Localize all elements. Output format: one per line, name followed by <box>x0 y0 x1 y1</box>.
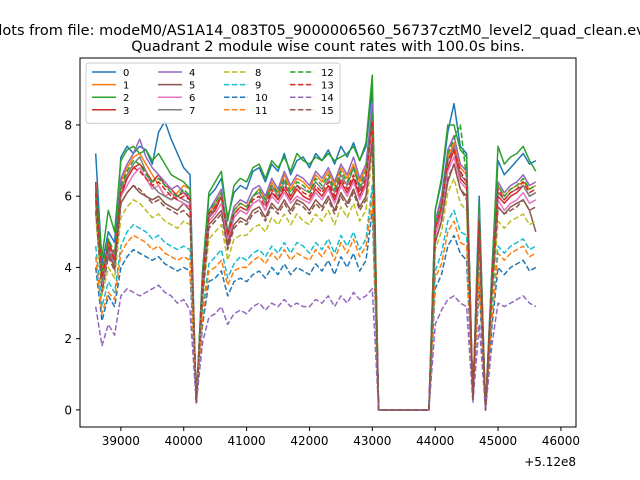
legend-label-10: 10 <box>255 93 268 104</box>
legend-label-7: 7 <box>189 106 195 117</box>
legend-label-13: 13 <box>321 81 334 92</box>
legend-label-11: 11 <box>255 106 268 117</box>
x-tick-label: 39000 <box>102 434 140 448</box>
series-line-13 <box>94 120 537 411</box>
plot-area <box>79 57 577 428</box>
x-tick-label: 46000 <box>542 434 580 448</box>
chart-title: Quadrant 2 module wise count rates with … <box>131 39 525 55</box>
series-line-8 <box>94 152 537 411</box>
series-line-2 <box>94 74 537 411</box>
x-axis: 39000 40000 41000 42000 43000 44000 45000 46000 <box>102 427 580 448</box>
series-line-11 <box>94 195 537 411</box>
legend-label-15: 15 <box>321 106 334 117</box>
series-line-10 <box>94 209 537 411</box>
x-tick-label: 45000 <box>479 434 517 448</box>
y-tick-label: 2 <box>64 332 72 346</box>
y-tick-label: 4 <box>64 261 72 275</box>
x-tick-label: 43000 <box>353 434 391 448</box>
legend-box <box>85 62 341 124</box>
legend-label-3: 3 <box>123 106 129 117</box>
series-line-7 <box>94 117 537 411</box>
y-axis: 0 2 4 6 8 <box>64 118 80 417</box>
legend-label-8: 8 <box>255 68 261 79</box>
legend-label-12: 12 <box>321 68 334 79</box>
series-line-4 <box>94 102 537 411</box>
series-line-15 <box>94 142 537 411</box>
series-lines <box>94 74 537 411</box>
legend-label-1: 1 <box>123 81 129 92</box>
legend-label-4: 4 <box>189 68 195 79</box>
x-tick-label: 41000 <box>227 434 265 448</box>
y-tick-label: 0 <box>64 403 72 417</box>
legend-label-9: 9 <box>255 81 261 92</box>
x-tick-label: 44000 <box>416 434 454 448</box>
x-tick-label: 42000 <box>290 434 328 448</box>
y-tick-label: 6 <box>64 190 72 204</box>
legend-label-2: 2 <box>123 93 129 104</box>
x-offset-label: +5.12e8 <box>524 455 576 469</box>
legend-label-6: 6 <box>189 93 195 104</box>
series-line-9 <box>94 184 537 411</box>
axes-frame <box>79 57 577 428</box>
series-line-12 <box>94 113 537 411</box>
legend-label-14: 14 <box>321 93 334 104</box>
legend-label-5: 5 <box>189 81 195 92</box>
legend-label-0: 0 <box>123 68 129 79</box>
figure-suptitle: Plots from file: modeM0/AS1A14_083T05_90… <box>0 23 640 39</box>
y-tick-label: 8 <box>64 118 72 132</box>
series-line-14 <box>94 284 537 411</box>
x-tick-label: 40000 <box>165 434 203 448</box>
series-line-3 <box>94 124 537 411</box>
